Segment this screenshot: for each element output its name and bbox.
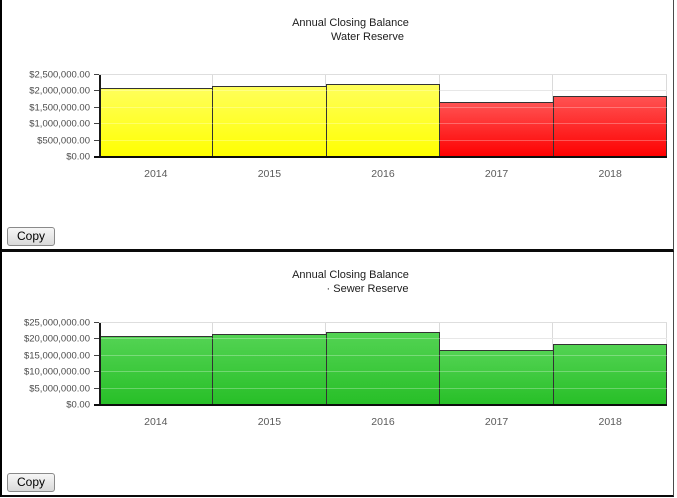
y-axis-tick [94, 338, 99, 340]
bar-2017 [439, 102, 554, 157]
y-axis-tick [94, 322, 99, 323]
y-axis-tick [94, 106, 99, 108]
x-axis-line [94, 156, 667, 158]
bar-2014 [99, 88, 214, 157]
x-tick-label: 2015 [257, 168, 282, 180]
x-tick-label: 2014 [144, 168, 168, 180]
bar-2017 [439, 350, 554, 405]
chart-title-block: Annual Closing Balance · Sewer Reserve [2, 268, 673, 297]
bars-container [99, 75, 668, 157]
y-tick-label: $25,000,000.00 [23, 317, 90, 329]
x-tick-label: 2015 [257, 416, 282, 428]
bar-2015 [212, 333, 327, 405]
y-tick-label: $5,000,000.00 [29, 383, 90, 395]
chart-title: Annual Closing Balance [292, 269, 409, 281]
bars-container [99, 323, 668, 405]
y-tick-label: $2,000,000.00 [29, 85, 90, 97]
chart-title-block: Annual Closing Balance Water Reserve [2, 16, 673, 45]
x-axis-labels: 2014 2015 2016 2017 2018 [99, 416, 667, 428]
bar-2016 [325, 83, 441, 157]
y-axis-labels: $0.00 $500,000.00 $1,000,000.00 $1,500,000.… [2, 70, 94, 163]
chart-title: Annual Closing Balance [292, 17, 409, 29]
x-axis-labels: 2014 2015 2016 2017 2018 [99, 168, 667, 180]
y-axis-line [99, 75, 101, 157]
y-axis-tick [94, 371, 99, 373]
y-axis-tick [94, 354, 99, 356]
y-tick-label: $10,000,000.00 [23, 366, 90, 378]
bar-2018 [552, 344, 668, 405]
bar-2016 [325, 331, 441, 405]
y-axis-tick [94, 123, 99, 125]
y-axis-labels: $0.00 $5,000,000.00 $10,000,000.00 $15,000,… [2, 318, 94, 411]
horizontal-gridline [99, 74, 667, 75]
y-axis-tick [94, 74, 99, 75]
y-tick-label: $0.00 [66, 399, 90, 411]
bar-2018 [552, 96, 668, 157]
x-tick-label: 2016 [371, 168, 395, 180]
chart-subtitle: · Sewer Reserve [326, 283, 409, 296]
x-tick-label: 2018 [598, 168, 622, 180]
horizontal-gridline [99, 322, 667, 323]
x-tick-label: 2014 [144, 416, 168, 428]
bar-2015 [212, 85, 327, 157]
y-tick-label: $500,000.00 [37, 135, 90, 147]
water-reserve-chart-panel: Annual Closing Balance Water Reserve $0.… [0, 0, 674, 252]
y-tick-label: $1,500,000.00 [29, 102, 90, 114]
y-tick-label: $20,000,000.00 [23, 333, 90, 345]
y-tick-label: $15,000,000.00 [23, 350, 90, 362]
plot-area [94, 322, 668, 406]
sewer-reserve-chart-panel: Annual Closing Balance · Sewer Reserve $… [0, 252, 674, 497]
x-tick-label: 2017 [484, 416, 509, 428]
x-tick-label: 2018 [598, 416, 622, 428]
y-axis-line [99, 323, 101, 405]
copy-button[interactable]: Copy [7, 227, 56, 246]
bar-2014 [99, 336, 214, 405]
copy-button[interactable]: Copy [7, 473, 56, 492]
x-axis-line [94, 404, 667, 406]
x-tick-label: 2016 [371, 416, 395, 428]
y-axis-tick [94, 139, 99, 141]
plot-area [94, 74, 668, 158]
y-axis-tick [94, 387, 99, 389]
y-axis-tick [94, 90, 99, 92]
x-tick-label: 2017 [484, 168, 509, 180]
y-tick-label: $0.00 [66, 151, 90, 163]
y-tick-label: $1,000,000.00 [29, 118, 90, 130]
chart-subtitle: Water Reserve [331, 31, 404, 44]
y-tick-label: $2,500,000.00 [29, 69, 90, 81]
